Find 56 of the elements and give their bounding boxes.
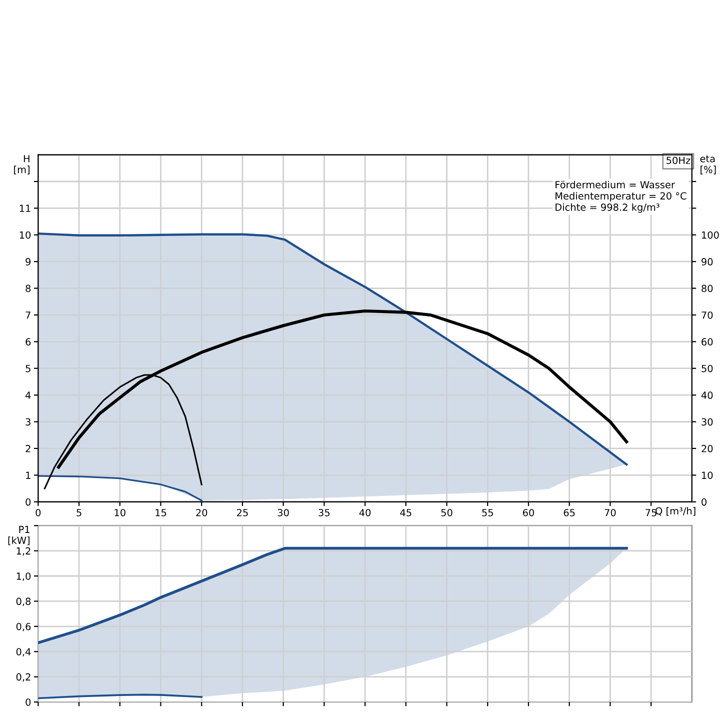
y2-tick-label: 70 (702, 311, 713, 319)
y-tick-label: 0,2 (16, 673, 30, 682)
y-tick-label: 3 (26, 418, 30, 426)
y-tick-label: 2 (26, 444, 30, 452)
y2-tick-label: 0 (702, 498, 706, 506)
y-tick-label: 6 (26, 338, 31, 346)
y2-tick-label: 100 (702, 231, 719, 239)
y2-tick-label: 30 (702, 418, 713, 426)
x-tick-label: 0 (36, 508, 41, 516)
y-tick-label: 0 (26, 698, 31, 706)
x-tick-label: 45 (400, 509, 412, 516)
x-tick-label: 40 (359, 508, 371, 516)
x-axis-title: Q [m³/h] (656, 507, 696, 516)
y2-tick-label: 40 (701, 392, 713, 399)
y-axis-title: H [m] (14, 155, 30, 174)
y-tick-label: 1,2 (16, 547, 30, 556)
annotation: Medientemperatur = 20 °C (556, 192, 686, 202)
y-tick-label: 0 (26, 498, 31, 506)
annotation: Fördermedium = Wasser (556, 180, 675, 188)
x-tick-label: 20 (196, 508, 208, 516)
x-tick-label: 65 (564, 508, 575, 516)
y-tick-label: 11 (20, 204, 30, 212)
annotation: Dichte = 998.2 kg/m³ (556, 203, 660, 213)
x-tick-label: 25 (236, 508, 248, 516)
x-tick-label: 70 (604, 508, 616, 516)
y-tick-label: 1 (26, 472, 30, 479)
y-tick-label: 8 (26, 284, 31, 292)
y-tick-label: 0,6 (16, 622, 31, 632)
y2-tick-label: 50 (702, 364, 713, 372)
x-tick-label: 75 (646, 509, 656, 516)
y2-axis-title: eta [%] (700, 155, 716, 174)
y-tick-label: 0,4 (16, 648, 31, 656)
x-tick-label: 35 (318, 508, 330, 516)
y-tick-label: 4 (26, 392, 31, 399)
x-tick-label: 50 (441, 508, 452, 516)
y-tick-label: 5 (26, 364, 30, 372)
x-tick-label: 60 (522, 508, 534, 516)
y2-tick-label: 10 (702, 472, 713, 479)
y-tick-label: 1,0 (16, 572, 31, 581)
x-tick-label: 30 (278, 508, 289, 516)
y-tick-label: 10 (20, 231, 31, 239)
x-tick-label: 55 (482, 509, 493, 516)
y2-tick-label: 20 (702, 444, 713, 452)
line-series (38, 475, 202, 502)
y-tick-label: 0,8 (16, 598, 31, 606)
y-axis-title: P1 [kW] (8, 526, 30, 546)
y2-tick-label: 80 (702, 284, 713, 292)
x-tick-label: 5 (76, 509, 82, 516)
x-tick-label: 15 (156, 509, 166, 516)
chart-title: 50Hz (666, 156, 690, 164)
y-tick-label: 9 (26, 258, 31, 266)
y2-tick-label: 90 (702, 258, 713, 266)
y2-tick-label: 60 (702, 338, 713, 346)
y-tick-label: 7 (26, 312, 30, 319)
line-series (38, 546, 628, 644)
x-tick-label: 10 (114, 508, 126, 516)
